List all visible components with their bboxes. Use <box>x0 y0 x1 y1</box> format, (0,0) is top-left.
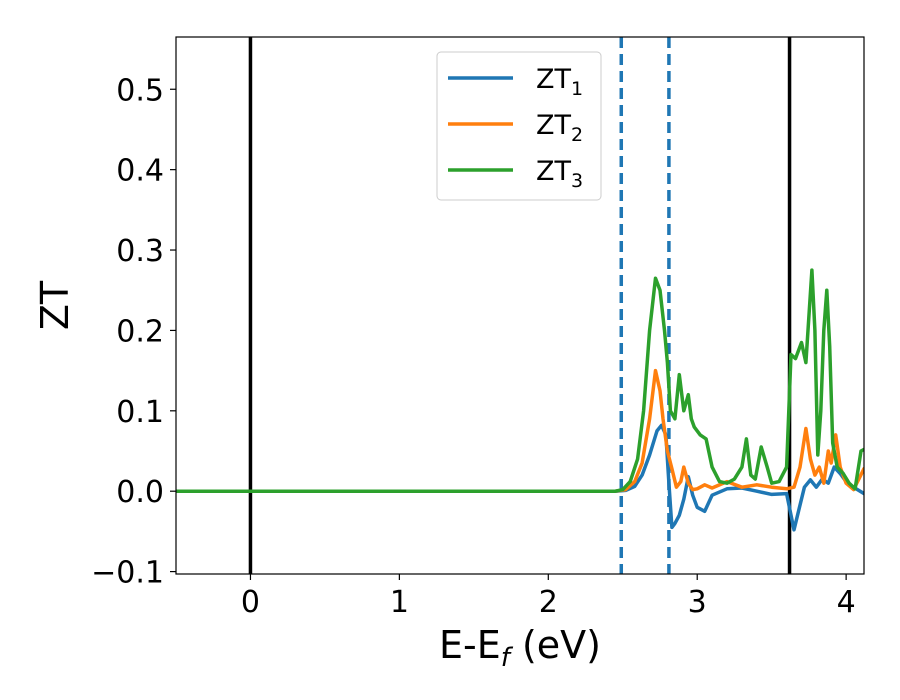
legend-label: ZT2 <box>536 110 583 146</box>
y-tick-label: 0.3 <box>116 234 164 269</box>
legend-label: ZT3 <box>536 156 583 192</box>
x-tick-label: 3 <box>688 585 707 620</box>
y-tick-label: 0.5 <box>116 73 164 108</box>
series-line-zt2 <box>176 368 864 493</box>
x-axis-label: E-Ef (eV) <box>439 623 601 673</box>
x-tick-label: 0 <box>241 585 260 620</box>
y-tick-label: 0.1 <box>116 395 164 430</box>
legend-item-zt1: ZT1 <box>448 64 583 100</box>
legend-item-zt2: ZT2 <box>448 110 583 146</box>
y-tick-label: −0.1 <box>91 556 164 591</box>
y-tick-label: 0.0 <box>116 475 164 510</box>
x-tick-label: 4 <box>837 585 856 620</box>
x-tick-label: 1 <box>390 585 409 620</box>
series-lines <box>176 268 864 532</box>
plot-frame <box>175 36 865 575</box>
y-axis-label: ZT <box>33 280 77 330</box>
y-tick-label: 0.4 <box>116 154 164 189</box>
y-tick-label: 0.2 <box>116 314 164 349</box>
legend-box <box>436 51 602 201</box>
legend: ZT1 ZT2 ZT3 <box>436 51 602 201</box>
x-tick-label: 2 <box>539 585 558 620</box>
x-axis-ticks: 0 1 2 3 4 <box>241 574 856 620</box>
series-line-zt1 <box>176 423 864 532</box>
legend-label: ZT1 <box>536 64 583 100</box>
legend-item-zt3: ZT3 <box>448 156 583 192</box>
series-line-zt3 <box>176 268 864 493</box>
y-axis-ticks: −0.1 0.0 0.1 0.2 0.3 0.4 0.5 <box>91 73 176 591</box>
